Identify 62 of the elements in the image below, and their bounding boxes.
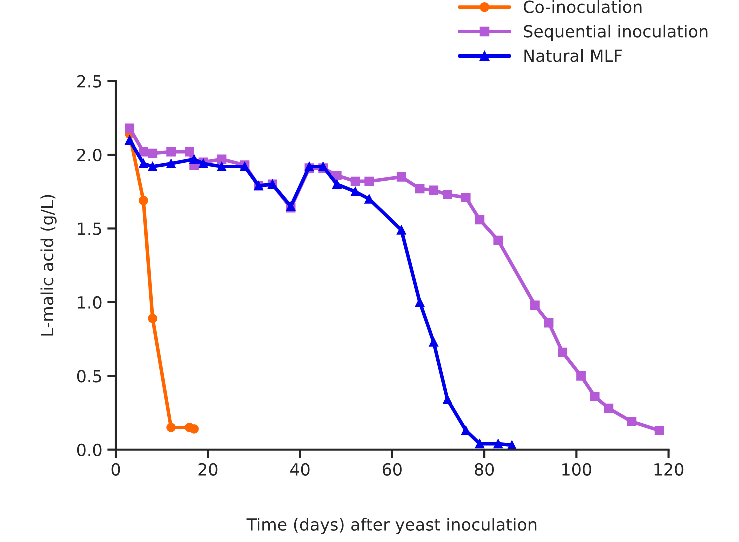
point: [590, 392, 600, 402]
point: [148, 148, 158, 158]
point: [138, 147, 148, 157]
point: [475, 215, 485, 225]
point: [190, 154, 200, 164]
x-tick-label: 80: [475, 463, 494, 476]
point: [148, 162, 158, 172]
point: [364, 176, 374, 186]
x-tick-label: 20: [198, 463, 218, 476]
point: [461, 193, 471, 202]
point: [350, 176, 360, 186]
point: [494, 236, 504, 246]
point: [415, 184, 425, 194]
point: [494, 439, 504, 449]
x-tick-label: 120: [654, 463, 684, 476]
legend-label: Sequential inoculation: [524, 24, 708, 42]
point: [217, 162, 227, 172]
point: [350, 187, 360, 197]
x-tick-label: 100: [562, 463, 592, 476]
point: [185, 147, 194, 157]
y-tick-label: 0.0: [77, 444, 102, 456]
point: [217, 154, 227, 164]
point: [125, 124, 135, 134]
point: [138, 196, 148, 206]
point: [396, 226, 406, 235]
y-tick-label: 2.5: [78, 75, 102, 88]
point: [627, 417, 637, 427]
legend-label: Natural MLF: [524, 49, 622, 62]
point: [166, 159, 176, 169]
legend-label: Co-inoculation: [524, 0, 642, 14]
x-tick-label: 0: [112, 463, 120, 476]
point: [443, 190, 452, 200]
point: [654, 426, 664, 436]
point: [604, 404, 614, 414]
y-tick-label: 1.5: [78, 222, 102, 236]
point: [530, 300, 540, 310]
x-tick-label: 40: [290, 463, 310, 476]
point: [190, 424, 200, 434]
point: [461, 426, 471, 436]
point: [443, 395, 452, 404]
x-axis-title: Time (days) after yeast inoculation: [246, 518, 537, 534]
point: [576, 371, 586, 381]
point: [429, 338, 439, 347]
point: [148, 314, 158, 324]
y-tick-label: 1.0: [78, 296, 102, 310]
point: [166, 147, 176, 157]
point: [558, 348, 568, 358]
point: [544, 318, 554, 328]
point: [125, 136, 135, 145]
point: [364, 194, 374, 204]
point: [429, 186, 439, 196]
y-tick-label: 0.5: [77, 370, 102, 383]
point: [166, 423, 176, 432]
point: [396, 172, 406, 182]
point: [475, 439, 485, 449]
y-tick-label: 2.0: [78, 148, 102, 162]
point: [332, 170, 342, 180]
y-axis-title: L-malic acid (g/L): [40, 195, 57, 336]
x-tick-label: 60: [382, 463, 402, 476]
point: [415, 298, 425, 308]
point: [332, 180, 342, 190]
point: [138, 159, 148, 169]
